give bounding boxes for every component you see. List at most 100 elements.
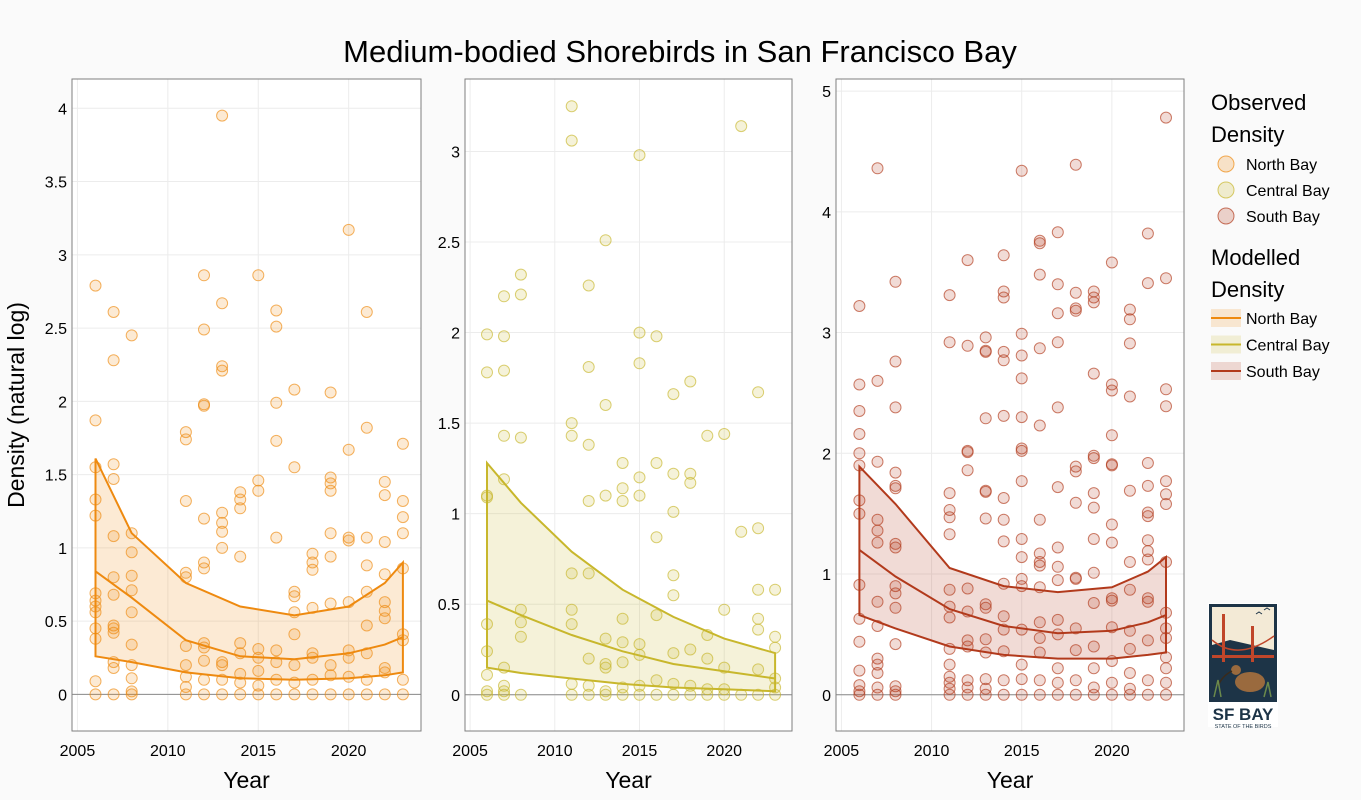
data-point bbox=[599, 661, 612, 674]
x-tick-label: 2005 bbox=[824, 743, 860, 760]
data-point bbox=[324, 597, 337, 610]
data-point bbox=[889, 537, 902, 550]
data-point bbox=[979, 601, 992, 614]
data-point bbox=[107, 306, 120, 318]
data-point bbox=[979, 682, 992, 695]
data-point bbox=[89, 622, 102, 635]
data-point bbox=[216, 656, 229, 669]
data-point bbox=[342, 596, 355, 609]
data-point bbox=[718, 688, 731, 701]
data-point bbox=[514, 431, 527, 444]
data-point bbox=[252, 474, 265, 487]
data-point bbox=[667, 505, 680, 518]
data-point bbox=[889, 275, 902, 288]
y-tick-label: 0 bbox=[58, 687, 67, 704]
data-point bbox=[853, 685, 866, 698]
x-tick-label: 2010 bbox=[914, 743, 950, 760]
data-point bbox=[125, 527, 138, 540]
y-tick-label: 1.5 bbox=[438, 416, 460, 433]
data-point bbox=[1051, 613, 1064, 626]
data-point bbox=[565, 677, 578, 690]
data-point bbox=[1069, 644, 1082, 657]
y-tick-label: 5 bbox=[822, 84, 831, 101]
data-point bbox=[943, 528, 956, 541]
data-point bbox=[997, 492, 1010, 504]
data-point bbox=[1087, 688, 1100, 701]
data-point bbox=[481, 688, 493, 701]
logo-grass bbox=[1213, 679, 1272, 698]
data-point bbox=[701, 629, 714, 641]
data-point bbox=[853, 428, 866, 440]
data-point bbox=[1087, 533, 1100, 545]
data-point bbox=[684, 679, 697, 692]
data-point bbox=[1105, 655, 1118, 667]
data-point bbox=[1160, 606, 1172, 619]
data-point bbox=[378, 536, 391, 548]
data-point bbox=[514, 603, 527, 616]
data-point bbox=[360, 559, 373, 572]
data-point bbox=[107, 458, 120, 471]
data-point bbox=[270, 320, 283, 333]
y-tick-label: 4 bbox=[822, 205, 831, 222]
y-axis-label: Density (natural log) bbox=[3, 302, 29, 508]
data-point bbox=[198, 399, 210, 412]
x-tick-label: 2015 bbox=[622, 743, 658, 760]
data-point bbox=[288, 676, 301, 689]
data-point bbox=[342, 443, 355, 456]
legend-modelled-label: Central Bay bbox=[1246, 338, 1330, 355]
data-point bbox=[871, 595, 884, 608]
data-point bbox=[667, 388, 680, 401]
data-point bbox=[735, 688, 748, 701]
data-point bbox=[650, 531, 663, 544]
data-point bbox=[481, 645, 493, 658]
data-point bbox=[871, 162, 884, 175]
x-axis-label: Year bbox=[987, 767, 1034, 793]
data-point bbox=[498, 330, 510, 343]
data-point bbox=[889, 638, 902, 651]
x-tick-label: 2020 bbox=[331, 743, 367, 760]
data-point bbox=[650, 457, 663, 469]
data-point bbox=[1069, 622, 1082, 635]
data-point bbox=[1015, 551, 1028, 564]
data-point bbox=[752, 612, 765, 625]
data-point bbox=[378, 662, 391, 674]
data-point bbox=[979, 633, 992, 646]
data-point bbox=[1087, 296, 1100, 309]
data-point bbox=[1051, 574, 1064, 587]
data-point bbox=[616, 457, 629, 469]
data-point bbox=[650, 674, 663, 687]
data-point bbox=[1015, 327, 1028, 340]
data-point bbox=[943, 600, 956, 613]
data-point bbox=[1141, 592, 1154, 605]
data-point bbox=[1033, 646, 1046, 659]
y-tick-label: 0 bbox=[822, 688, 831, 705]
data-point bbox=[979, 485, 992, 498]
data-point bbox=[514, 630, 527, 643]
data-point bbox=[125, 569, 138, 582]
data-point bbox=[1160, 475, 1172, 488]
data-point bbox=[1051, 541, 1064, 554]
x-tick-label: 2015 bbox=[240, 743, 276, 760]
panel-north-bay: 2005 2010 2015 2020 0 0.5 1 1.5 2 2.5 3 3.5 4 Year bbox=[45, 78, 422, 793]
data-point bbox=[107, 662, 120, 674]
data-point bbox=[871, 620, 884, 632]
data-point bbox=[1123, 667, 1136, 679]
data-point bbox=[979, 512, 992, 525]
data-point bbox=[1123, 624, 1136, 637]
data-point bbox=[1141, 634, 1154, 647]
y-tick-label: 1 bbox=[451, 507, 460, 524]
data-point bbox=[565, 603, 578, 616]
data-point bbox=[769, 688, 782, 701]
data-point bbox=[979, 688, 992, 701]
data-point bbox=[582, 679, 595, 692]
data-point bbox=[701, 429, 714, 442]
data-point bbox=[89, 279, 102, 292]
data-point bbox=[650, 330, 663, 343]
legend-modelled-label: South Bay bbox=[1246, 364, 1320, 381]
data-point bbox=[633, 357, 646, 370]
data-point bbox=[1069, 572, 1082, 585]
data-point bbox=[769, 630, 782, 643]
data-point bbox=[582, 279, 595, 292]
logo-bridge-tower bbox=[1251, 626, 1254, 662]
